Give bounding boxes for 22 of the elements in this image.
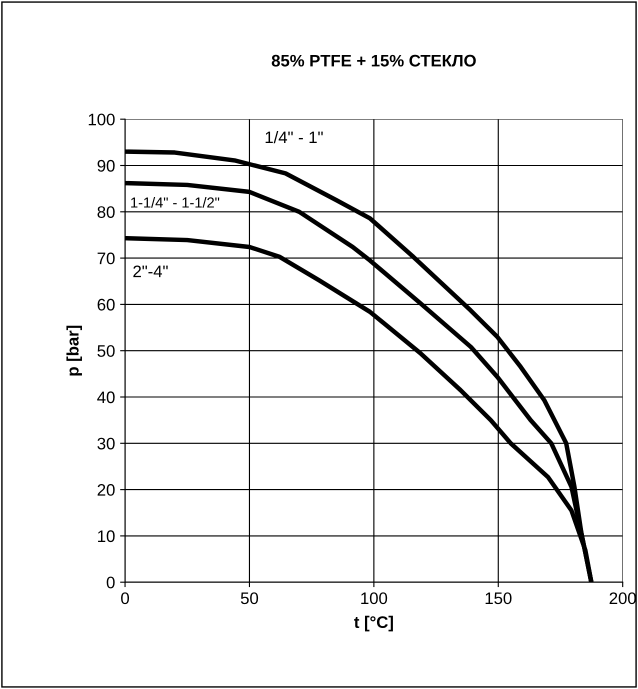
x-tick-label: 0 bbox=[121, 592, 130, 604]
series-label: 1/4" - 1" bbox=[266, 130, 323, 144]
x-tick-label: 200 bbox=[610, 592, 636, 604]
x-tick-label: 100 bbox=[361, 592, 388, 604]
y-tick-label: 100 bbox=[88, 114, 115, 126]
y-tick-label: 0 bbox=[106, 576, 115, 588]
y-tick-label: 80 bbox=[98, 206, 115, 218]
x-axis-title: t [°C] bbox=[354, 616, 393, 632]
chart-title: 85% PTFE + 15% СТЕКЛО bbox=[272, 54, 476, 67]
y-axis-title: p [bar] bbox=[66, 326, 82, 376]
y-tick-label: 90 bbox=[98, 160, 115, 172]
y-tick-label: 20 bbox=[98, 484, 115, 496]
series-label: 1-1/4" - 1-1/2" bbox=[131, 196, 220, 208]
y-tick-label: 50 bbox=[97, 345, 115, 357]
series-label: 2"-4" bbox=[133, 265, 168, 278]
x-tick-label: 150 bbox=[486, 592, 512, 604]
y-tick-label: 30 bbox=[97, 438, 115, 450]
y-tick-label: 40 bbox=[97, 391, 115, 404]
y-tick-label: 60 bbox=[98, 298, 115, 311]
y-tick-label: 70 bbox=[98, 252, 115, 264]
y-tick-label: 10 bbox=[98, 530, 115, 542]
x-tick-label: 50 bbox=[240, 592, 258, 604]
